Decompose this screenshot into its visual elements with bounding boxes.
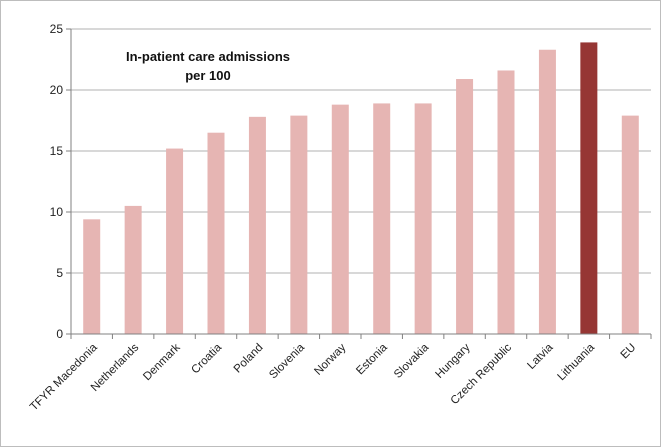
x-category-label: Norway: [312, 341, 348, 377]
y-tick-label: 5: [56, 266, 63, 280]
x-category-label: Slovenia: [267, 341, 307, 381]
bar-croatia: [207, 132, 225, 334]
y-tick-label: 0: [56, 327, 63, 341]
bar-slovakia: [414, 103, 432, 334]
x-category-label: Denmark: [141, 341, 183, 383]
axes: [66, 28, 652, 339]
x-category-label: Estonia: [354, 341, 390, 377]
chart-title-line-1: In-patient care admissions: [126, 49, 290, 64]
bar-czech-republic: [497, 70, 515, 334]
bar-tfyr-macedonia: [83, 219, 101, 334]
chart-title-line-2: per 100: [185, 68, 231, 83]
x-category-label: Slovakia: [392, 341, 432, 381]
y-tick-label: 20: [50, 83, 64, 97]
bar-latvia: [538, 49, 556, 335]
x-category-label: Poland: [232, 342, 266, 376]
x-category-label: Latvia: [525, 341, 556, 372]
bar-norway: [331, 104, 349, 334]
bars: [83, 42, 639, 335]
y-tick-label: 15: [50, 144, 64, 158]
gridlines: [71, 28, 651, 274]
y-tick-label: 25: [50, 22, 64, 36]
bar-hungary: [456, 79, 474, 335]
bar-poland: [248, 116, 266, 334]
x-category-label: Lithuania: [555, 341, 597, 383]
x-category-label: TFYR Macedonia: [28, 341, 100, 413]
x-category-label: Croatia: [189, 341, 224, 376]
bar-estonia: [373, 103, 391, 334]
bar-netherlands: [124, 205, 142, 334]
bar-denmark: [166, 148, 184, 334]
bar-lithuania: [580, 42, 598, 335]
x-category-label: Hungary: [433, 341, 472, 380]
bar-slovenia: [290, 115, 308, 335]
y-tick-labels: 0 5 10 15 20 25: [50, 22, 64, 341]
x-category-label: EU: [619, 342, 639, 362]
bar-eu: [621, 115, 639, 335]
y-tick-label: 10: [50, 205, 64, 219]
